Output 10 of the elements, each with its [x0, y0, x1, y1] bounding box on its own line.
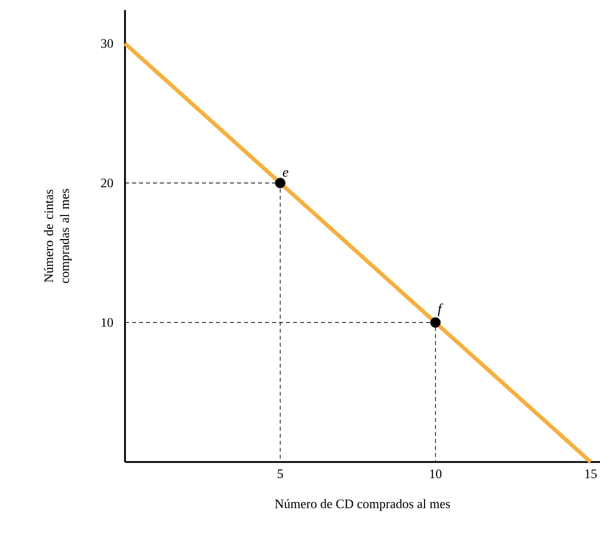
x-tick-label: 10 [430, 470, 442, 478]
y-axis-title: Número de cintas compradas al mes [44, 188, 72, 283]
x-axis-title: Número de CD comprados al mes [274, 499, 450, 511]
annotation: e [282, 170, 288, 177]
annotation: f [438, 303, 444, 316]
y-tick-label: 30 [101, 39, 113, 48]
y-tick-label: 20 [101, 178, 113, 188]
x-tick-label: 5 [278, 470, 283, 478]
x-tick-label: 15 [585, 470, 597, 478]
y-tick-label: 10 [102, 318, 113, 327]
